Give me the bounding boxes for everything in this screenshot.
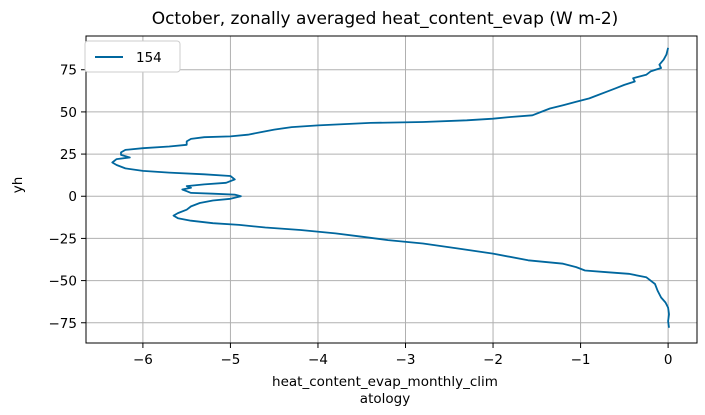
x-tick-label: −4 [308, 352, 328, 368]
x-tick-label: −5 [220, 352, 240, 368]
y-axis-label: yh [10, 177, 26, 194]
y-tick-label: 75 [60, 63, 77, 79]
y-axis: −75 −50 −25 0 25 50 75 [49, 63, 86, 332]
x-axis: −6 −5 −4 −3 −2 −1 0 [133, 343, 672, 368]
x-tick-label: −1 [571, 352, 591, 368]
plot-frame [85, 35, 698, 344]
y-tick-label: −50 [49, 274, 78, 290]
x-tick-label: −3 [396, 352, 416, 368]
y-tick-label: −75 [49, 316, 78, 332]
y-tick-label: −25 [49, 231, 78, 247]
series-layer [111, 47, 670, 328]
y-tick-label: 25 [60, 147, 77, 163]
x-axis-label-line-1: heat_content_evap_monthly_clim [272, 374, 498, 390]
chart-title: October, zonally averaged heat_content_e… [152, 9, 619, 29]
legend-entry-label: 154 [136, 50, 162, 66]
x-axis-label-line-2: atology [360, 391, 410, 407]
y-tick-label: 50 [60, 105, 77, 121]
legend-box [84, 40, 181, 73]
series-line-154 [111, 47, 670, 328]
x-tick-label: 0 [664, 352, 673, 368]
x-tick-label: −2 [483, 352, 503, 368]
y-tick-label: 0 [68, 189, 77, 205]
legend: 154 [84, 40, 181, 73]
grid-lines [86, 36, 697, 343]
x-tick-label: −6 [133, 352, 153, 368]
